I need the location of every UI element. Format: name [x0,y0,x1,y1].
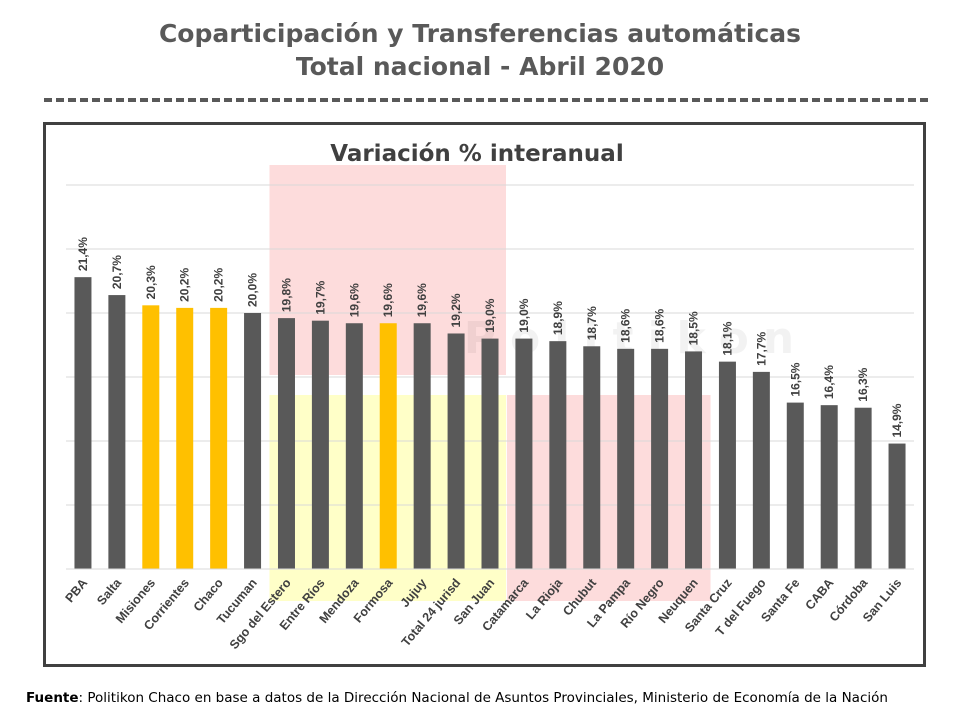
source-note: Fuente: Politikon Chaco en base a datos … [26,690,888,706]
bar-jujuy [413,323,431,569]
value-label: 18,6% [619,308,633,342]
value-label: 18,1% [720,321,734,355]
value-label: 20,0% [246,273,260,307]
bar-santa-cruz [718,361,736,569]
value-label: 20,2% [178,268,192,302]
bar-misiones [142,305,160,569]
bar-sgo-del-estero [277,318,295,569]
value-label: 16,3% [856,367,870,401]
category-label: Salta [94,575,125,608]
value-label: 19,0% [483,298,497,332]
category-label: PBA [63,576,91,605]
source-label: Fuente [26,690,79,706]
chart-title: Variación % interanual [330,141,623,167]
bar-río-negro [651,348,669,569]
value-label: 17,7% [754,332,768,366]
value-label: 16,5% [788,362,802,396]
dashed-divider [44,98,928,102]
category-label: CABA [803,576,837,613]
value-label: 18,6% [653,308,667,342]
value-label: 18,9% [551,301,565,335]
bar-chubut [583,346,601,569]
value-label: 20,3% [144,265,158,299]
page-subtitle: Total nacional - Abril 2020 [295,52,665,81]
bar-pba [74,277,92,569]
value-label: 16,4% [822,365,836,399]
bar-catamarca [515,338,533,569]
value-label: 20,7% [110,255,124,289]
value-label: 20,2% [212,268,226,302]
bar-santa-fe [786,402,804,569]
value-label: 18,5% [687,311,701,345]
bar-la-rioja [549,341,567,569]
chart-frame: Politikon Variación % interanual 21,4% PBA 2… [43,122,926,667]
bar-corrientes [176,307,194,569]
source-text: : Politikon Chaco en base a datos de la … [78,690,888,706]
bar-total-24-jurisd [447,333,465,569]
value-label: 19,7% [313,280,327,314]
bar-san-juan [481,338,499,569]
bar-chaco [210,307,228,569]
value-label: 19,2% [449,293,463,327]
value-label: 14,9% [890,403,904,437]
bar-neuquen [685,351,703,569]
bar-entre-ríos [311,320,329,569]
bar-la-pampa [617,348,635,569]
value-label: 19,0% [517,298,531,332]
value-label: 19,6% [415,283,429,317]
page-title: Coparticipación y Transferencias automát… [158,19,802,48]
bar-t-del-fuego [752,371,770,569]
bar-mendoza [345,323,363,569]
bar-tucuman [244,313,262,569]
bar-caba [820,405,838,569]
highlight-region-red-bottom [506,395,711,601]
bar-san-luis [888,443,906,569]
value-label: 19,6% [347,283,361,317]
value-label: 18,7% [585,306,599,340]
value-label: 19,6% [381,283,395,317]
bar-córdoba [854,407,872,569]
value-label: 21,4% [76,237,90,271]
value-label: 19,8% [279,278,293,312]
bar-salta [108,295,126,569]
bar-formosa [379,323,397,569]
